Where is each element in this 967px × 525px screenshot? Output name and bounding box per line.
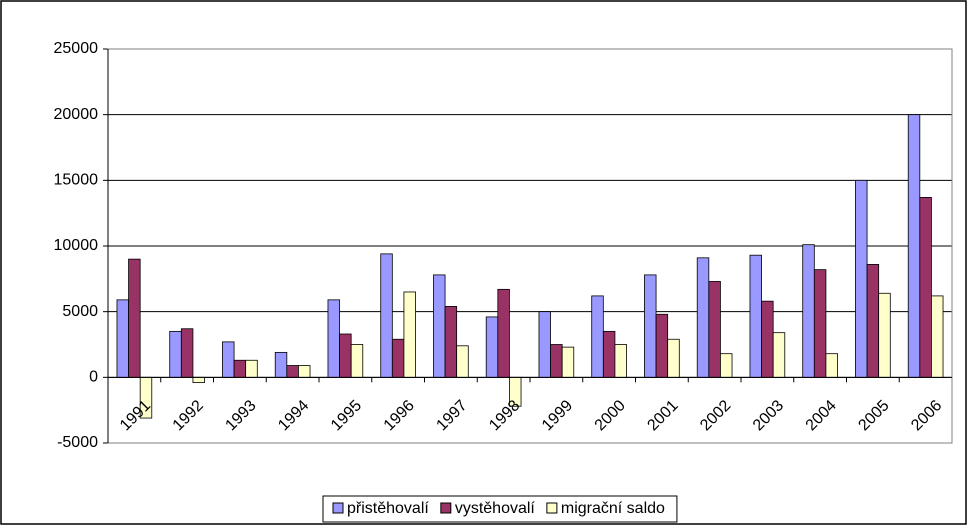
bar (444, 306, 458, 378)
bar (222, 341, 235, 378)
bar (708, 281, 721, 378)
bar (538, 311, 551, 378)
legend-box (322, 495, 678, 523)
bar (614, 344, 627, 378)
bar (327, 299, 340, 378)
bar (339, 333, 352, 378)
bar (116, 299, 129, 378)
bar (192, 376, 205, 383)
bar (456, 345, 469, 378)
bar (350, 344, 364, 378)
bar (550, 344, 563, 378)
bar (298, 365, 311, 378)
bar (761, 300, 774, 378)
bar (720, 353, 733, 378)
bar (286, 365, 299, 378)
bar (772, 332, 786, 378)
bar (169, 330, 182, 378)
bar (274, 351, 288, 378)
bar (749, 254, 762, 378)
y-tick-label: -5000 (57, 434, 98, 451)
bar (866, 263, 880, 378)
bar (128, 258, 141, 378)
bar (403, 291, 416, 378)
legend-swatch (332, 502, 344, 514)
bar (667, 338, 680, 378)
legend-label: vystěhovalí (455, 500, 536, 517)
bar (919, 197, 932, 378)
bar (380, 253, 393, 378)
bar (591, 295, 604, 378)
y-tick-label: 10000 (54, 237, 99, 254)
bar (180, 328, 194, 378)
legend: přistěhovalí vystěhovalí migrační saldo (322, 495, 678, 523)
bar (433, 274, 446, 378)
bar (802, 244, 815, 378)
bar (813, 269, 827, 378)
bar (245, 359, 258, 378)
legend-label: migrační saldo (561, 500, 665, 517)
bar (644, 274, 657, 378)
bar (602, 330, 616, 378)
bar (696, 257, 710, 378)
bar (233, 359, 247, 378)
bar (561, 346, 575, 378)
bar (497, 288, 510, 378)
y-tick-label: 25000 (54, 40, 99, 57)
legend-swatch (440, 502, 452, 514)
legend-swatch (546, 502, 558, 514)
bar (485, 316, 499, 378)
y-tick-label: 0 (89, 369, 98, 386)
bar (855, 179, 868, 378)
y-tick-label: 20000 (54, 106, 99, 123)
bar (878, 292, 891, 378)
bar (825, 353, 838, 378)
bar (655, 313, 669, 378)
y-tick-label: 15000 (54, 172, 99, 189)
legend-label: přistěhovalí (347, 500, 429, 517)
bar (907, 114, 921, 378)
y-tick-label: 5000 (62, 303, 98, 320)
bar (391, 338, 405, 378)
bar (931, 295, 944, 378)
